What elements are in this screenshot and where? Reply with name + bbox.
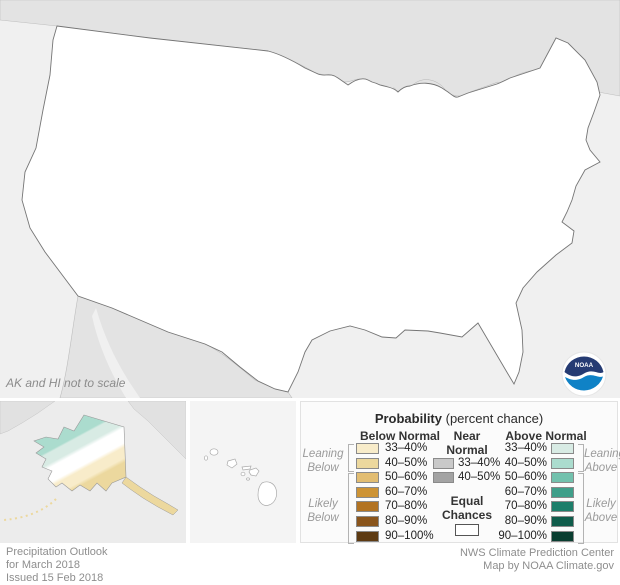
equal-chances-swatch [455,524,479,536]
footer-source: NWS Climate Prediction Center [459,547,614,559]
near-normal-header-2: Normal [446,443,488,457]
above-range-40-50: 40–50% [504,456,547,469]
leaning-above-bracket [578,444,584,472]
alaska-inset [0,400,187,543]
above-normal-header: Above Normal [505,429,587,443]
above-range-33-40: 33–40% [504,442,547,454]
legend-title: Probability (percent chance) [374,411,544,426]
footer-product-title: Precipitation Outlook [6,546,108,558]
below-swatch-33-40 [356,443,379,454]
below-range-33-40: 33–40% [385,442,428,454]
above-range-60-70: 60–70% [504,485,547,498]
equal-chances-label-1: Equal [450,494,484,508]
below-range-70-80: 70–80% [385,500,428,513]
above-swatch-33-40 [551,443,574,454]
above-range-50-60: 50–60% [504,471,547,484]
below-range-40-50: 40–50% [385,456,428,469]
alaska-panhandle [121,476,179,516]
below-swatch-50-60 [356,472,379,484]
above-swatch-80-90 [551,516,574,527]
below-swatch-40-50 [356,457,379,469]
conus-map-area: NOAA AK and HI not to scale [0,0,620,399]
above-swatch-40-50 [551,457,574,469]
scale-note: AK and HI not to scale [6,376,126,390]
below-range-80-90: 80–90% [385,515,428,527]
leaning-above-label-1: Leaning [584,448,620,460]
near-range-40-50: 40–50% [458,471,501,484]
canada-landmass-ak [127,400,187,460]
below-swatch-70-80 [356,501,379,513]
likely-above-label-1: Likely [586,498,616,510]
below-range-50-60: 50–60% [385,471,428,484]
us-map [0,0,620,399]
footer-right: NWS Climate Prediction Center Map by NOA… [460,547,614,573]
below-range-90-100: 90–100% [385,529,434,542]
legend: Probability (percent chance) Below Norma… [300,401,620,544]
likely-below-label-1: Likely [308,498,338,510]
likely-below-bracket [348,473,354,544]
leaning-below-bracket [348,444,354,472]
leaning-below-label-2: Below [307,462,339,474]
likely-above-bracket [578,473,584,544]
above-swatch-50-60 [551,472,574,484]
russia-landmass [0,400,56,435]
footer-left: Precipitation Outlook for March 2018 Iss… [6,546,108,585]
noaa-logo-text: NOAA [575,362,594,369]
aleutian-islands [1,498,57,521]
footer-issue-date: Issued 15 Feb 2018 [6,572,104,584]
above-range-80-90: 80–90% [504,515,547,527]
above-range-70-80: 70–80% [504,500,547,513]
below-range-60-70: 60–70% [385,485,428,498]
leaning-below-label-1: Leaning [302,448,344,460]
footer-credit: Map by NOAA Climate.gov [483,560,614,572]
near-swatch-40-50 [433,472,454,484]
footer-valid-period: for March 2018 [6,559,80,571]
below-normal-header: Below Normal [359,429,440,443]
equal-chances-label-2: Chances [441,508,493,522]
likely-below-label-2: Below [307,512,339,524]
hawaii-inset [190,401,296,543]
alaska-mainland [33,414,127,492]
inset-row: Probability (percent chance) Below Norma… [0,398,620,545]
above-swatch-70-80 [551,501,574,513]
noaa-logo: NOAA [561,351,607,397]
below-swatch-90-100 [356,530,379,542]
leaning-above-label-2: Above [584,462,618,474]
above-swatch-60-70 [551,486,574,498]
above-swatch-90-100 [551,530,574,542]
below-swatch-80-90 [356,516,379,527]
hawaiian-islands [204,448,277,506]
below-swatch-60-70 [356,486,379,498]
near-normal-header-1: Near [453,429,481,443]
gulf-of-california [92,308,140,398]
likely-above-label-2: Above [584,512,618,524]
near-range-33-40: 33–40% [458,456,501,469]
near-swatch-33-40 [433,457,454,469]
above-range-90-100: 90–100% [498,529,547,542]
